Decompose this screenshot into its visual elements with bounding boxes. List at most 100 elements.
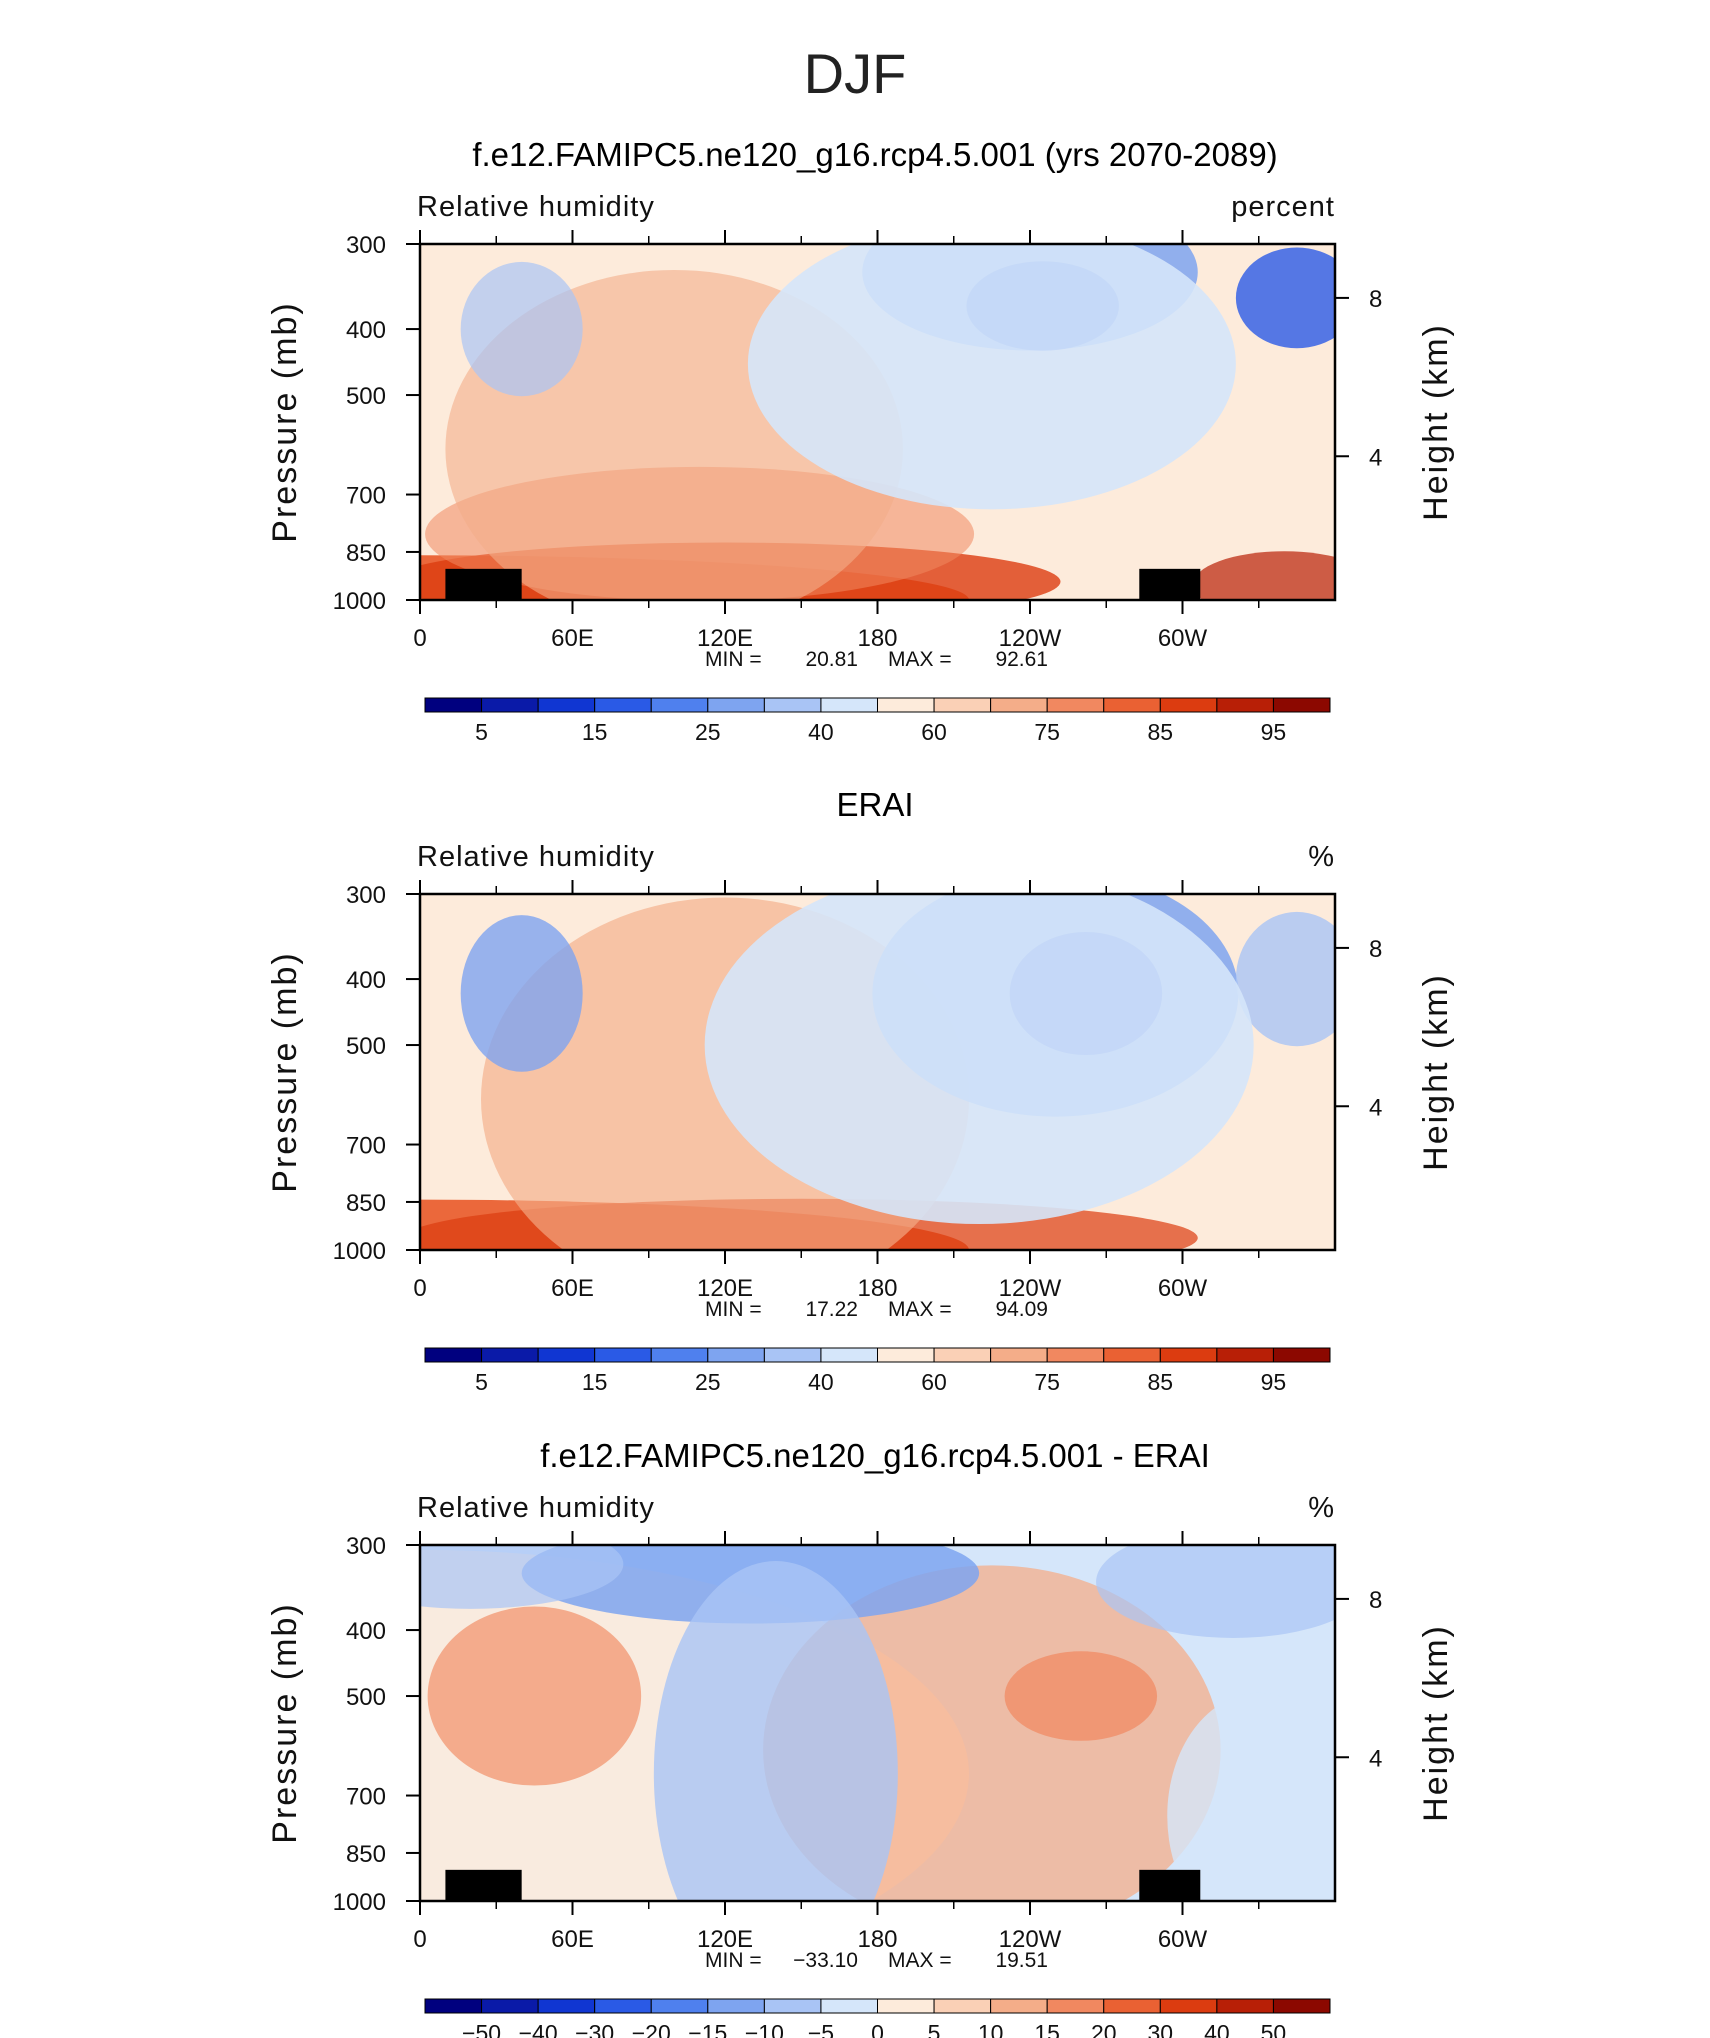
- variable-label: Relative humidity: [417, 191, 655, 223]
- colorbar-label: 5: [928, 2020, 941, 2038]
- y-tick-label: 300: [346, 232, 386, 259]
- y-axis-title: Pressure (mb): [266, 301, 304, 542]
- colorbar-label: 15: [1034, 2020, 1060, 2038]
- colorbar: 5 15 25 40 60 75 85 95: [424, 697, 1331, 745]
- colorbar-swatch: [1216, 1998, 1274, 2014]
- x-tick-label: 60E: [551, 1926, 594, 1953]
- contour-field: [420, 894, 1335, 1250]
- x-tick-label: 60W: [1158, 1275, 1208, 1302]
- colorbar-label: 25: [695, 719, 721, 745]
- colorbar-swatch: [1159, 1347, 1218, 1363]
- topography-mask: [1139, 568, 1201, 600]
- panel-3: f.e12.FAMIPC5.ne120_g16.rcp4.5.001 - ERA…: [266, 1437, 1455, 2038]
- y2-tick-label: 4: [1369, 1745, 1382, 1772]
- contour-region: [1004, 1651, 1158, 1741]
- y-tick-label: 400: [346, 317, 386, 344]
- x-tick-label: 180: [857, 1926, 897, 1953]
- colorbar-swatch: [877, 1998, 935, 2014]
- x-tick-label: 120W: [999, 625, 1062, 652]
- panel-2: ERAI Relative humidity % 0 60E 120E 180 120W 60W…: [266, 786, 1455, 1395]
- colorbar-swatch: [990, 697, 1048, 713]
- colorbar: 5 15 25 40 60 75 85 95: [424, 1347, 1331, 1395]
- colorbar-label: −40: [519, 2020, 558, 2038]
- colorbar-swatch: [650, 697, 709, 713]
- colorbar-label: 60: [921, 719, 947, 745]
- max-label: MAX =: [888, 648, 952, 671]
- min-value: 17.22: [805, 1298, 858, 1321]
- colorbar-swatch: [1272, 697, 1331, 713]
- colorbar-label: −30: [575, 2020, 614, 2038]
- colorbar-label: 95: [1261, 1369, 1287, 1395]
- y2-axis-title: Height (km): [1417, 1624, 1455, 1822]
- colorbar-swatch: [650, 1347, 709, 1363]
- colorbar-label: 85: [1148, 1369, 1174, 1395]
- x-tick-label: 60W: [1158, 1926, 1208, 1953]
- x-tick-label: 0: [413, 1275, 426, 1302]
- colorbar-label: 50: [1261, 2020, 1287, 2038]
- colorbar-swatch: [763, 697, 822, 713]
- colorbar-swatch: [1216, 697, 1274, 713]
- colorbar-swatch: [990, 1998, 1048, 2014]
- min-value: −33.10: [793, 1949, 858, 1972]
- colorbar-swatch: [481, 697, 539, 713]
- panel-title: f.e12.FAMIPC5.ne120_g16.rcp4.5.001 - ERA…: [540, 1437, 1210, 1474]
- topography-mask: [445, 1869, 522, 1901]
- y-tick-label: 1000: [333, 588, 386, 615]
- panel-title: f.e12.FAMIPC5.ne120_g16.rcp4.5.001 (yrs …: [472, 136, 1277, 173]
- colorbar-label: −10: [745, 2020, 784, 2038]
- colorbar-label: 15: [582, 719, 608, 745]
- contour-region: [1235, 247, 1335, 349]
- colorbar: −50 −40 −30 −20 −15 −10 −5 0 5 10 15 20 30 40 50: [424, 1998, 1331, 2038]
- colorbar-swatch: [990, 1347, 1048, 1363]
- colorbar-label: 95: [1261, 719, 1287, 745]
- colorbar-swatch: [1046, 1998, 1105, 2014]
- colorbar-swatch: [594, 1998, 652, 2014]
- contour-region: [747, 244, 1236, 510]
- colorbar-swatch: [763, 1347, 822, 1363]
- colorbar-swatch: [1216, 1347, 1274, 1363]
- colorbar-label: 85: [1148, 719, 1174, 745]
- colorbar-swatch: [481, 1998, 539, 2014]
- colorbar-swatch: [1159, 697, 1218, 713]
- variable-label: Relative humidity: [417, 841, 655, 873]
- x-tick-label: 0: [413, 1926, 426, 1953]
- colorbar-swatch: [1159, 1998, 1218, 2014]
- colorbar-label: −5: [808, 2020, 834, 2038]
- y-tick-label: 1000: [333, 1238, 386, 1265]
- colorbar-label: 30: [1148, 2020, 1174, 2038]
- colorbar-swatch: [1272, 1347, 1331, 1363]
- contour-region: [460, 915, 583, 1072]
- y-tick-label: 300: [346, 882, 386, 909]
- colorbar-swatch: [933, 697, 992, 713]
- colorbar-swatch: [933, 1347, 992, 1363]
- min-label: MIN =: [705, 1949, 762, 1972]
- contour-region: [1096, 1545, 1335, 1638]
- contour-field: [420, 244, 1335, 600]
- colorbar-swatch: [650, 1998, 709, 2014]
- contour-region: [704, 894, 1254, 1225]
- colorbar-swatch: [1103, 1347, 1161, 1363]
- max-value: 19.51: [995, 1949, 1048, 1972]
- panel-1: f.e12.FAMIPC5.ne120_g16.rcp4.5.001 (yrs …: [266, 136, 1455, 745]
- colorbar-swatch: [877, 1347, 935, 1363]
- y-tick-label: 700: [346, 1133, 386, 1160]
- units-label: %: [1308, 1492, 1335, 1524]
- panel-title: ERAI: [836, 786, 913, 823]
- y-axis-title: Pressure (mb): [266, 951, 304, 1192]
- units-label: %: [1308, 841, 1335, 873]
- colorbar-swatch: [1103, 697, 1161, 713]
- colorbar-swatch: [763, 1998, 822, 2014]
- x-tick-label: 60W: [1158, 625, 1208, 652]
- y-tick-label: 1000: [333, 1889, 386, 1916]
- x-tick-label: 180: [857, 625, 897, 652]
- y2-tick-label: 4: [1369, 444, 1382, 471]
- contour-region: [460, 261, 583, 397]
- y2-tick-label: 8: [1369, 1587, 1382, 1614]
- contour-field: [420, 1545, 1335, 1901]
- contour-region: [1167, 1692, 1335, 1901]
- max-value: 94.09: [995, 1298, 1048, 1321]
- x-tick-label: 120E: [697, 1926, 753, 1953]
- y-tick-label: 850: [346, 540, 386, 567]
- y-tick-label: 500: [346, 1684, 386, 1711]
- y2-axis-title: Height (km): [1417, 323, 1455, 521]
